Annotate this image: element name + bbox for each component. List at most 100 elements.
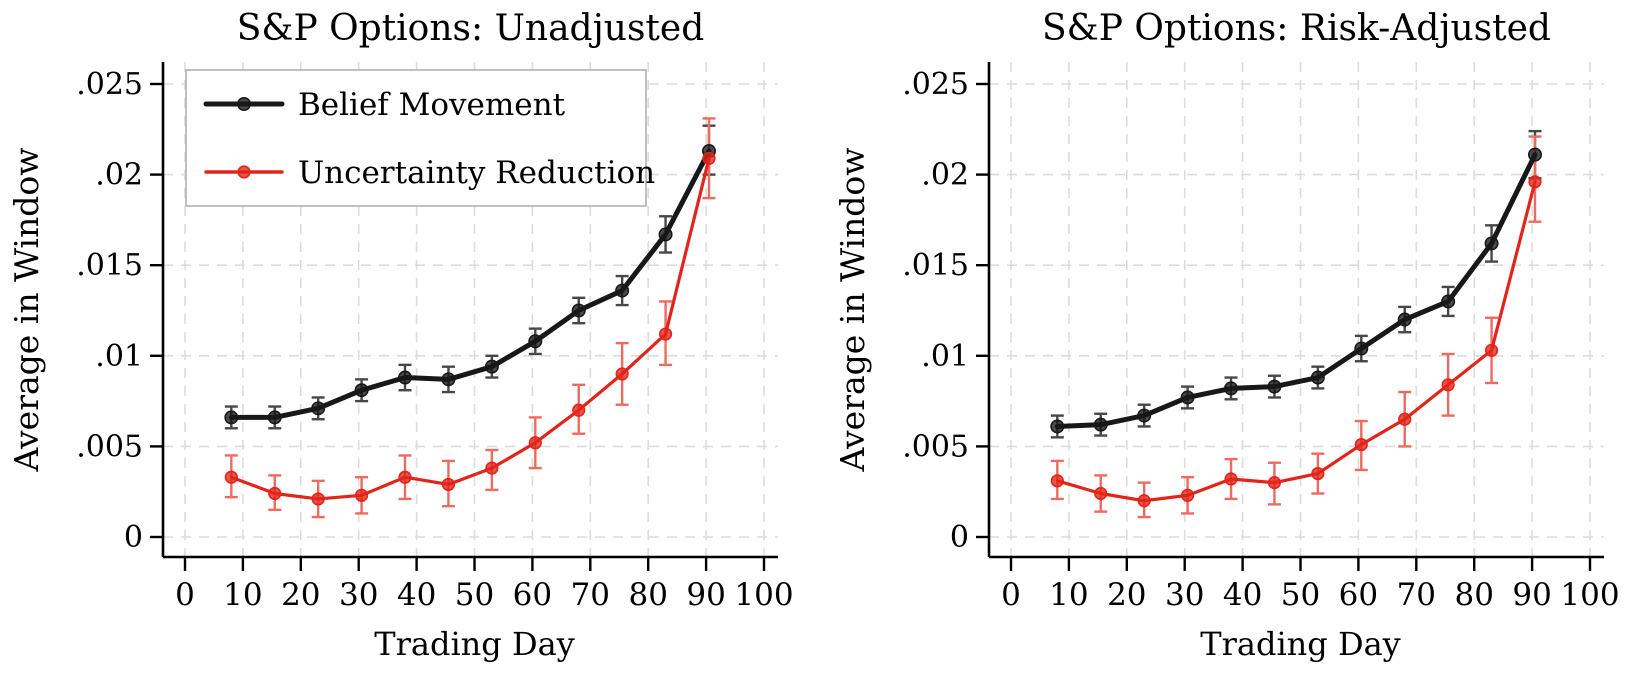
data-point-belief-movement — [1397, 312, 1412, 327]
series-line-belief-movement — [228, 148, 712, 420]
chart-title: S&P Options: Unadjusted — [237, 8, 705, 49]
legend-label-belief-movement: Belief Movement — [298, 87, 566, 123]
data-point-uncertainty-reduction — [1224, 472, 1238, 486]
x-tick-label: 90 — [1512, 577, 1551, 613]
x-tick-label: 0 — [1001, 577, 1021, 613]
data-point-uncertainty-reduction — [485, 461, 499, 475]
data-point-uncertainty-reduction — [398, 470, 412, 484]
legend-marker-uncertainty-reduction — [237, 165, 251, 179]
data-point-uncertainty-reduction — [658, 327, 673, 341]
legend-marker-belief-movement — [237, 97, 252, 112]
tick-labels: 0 10 20 30 40 50 60 70 80 90 100 0 .005 .01 .015 .02 .02… — [902, 67, 1619, 613]
data-point-belief-movement — [1310, 370, 1325, 385]
x-tick-label: 20 — [1107, 577, 1146, 613]
x-tick-label: 100 — [734, 577, 793, 613]
data-point-belief-movement — [1484, 236, 1499, 251]
x-tick-label: 20 — [281, 577, 320, 613]
data-point-uncertainty-reduction — [1050, 474, 1064, 488]
data-point-uncertainty-reduction — [1267, 476, 1282, 490]
data-point-belief-movement — [224, 410, 239, 425]
series-line-uncertainty-reduction — [1055, 180, 1537, 503]
legend-entry-belief-movement: Belief Movement — [203, 87, 566, 123]
x-tick-label: 40 — [1223, 577, 1262, 613]
chart-panel-risk-adjusted: 0 10 20 30 40 50 60 70 80 90 100 0 .005 .01 .015 .02 .02… — [826, 0, 1652, 689]
data-point-belief-movement — [1354, 341, 1369, 356]
data-point-belief-movement — [1137, 408, 1152, 423]
data-point-belief-movement — [1050, 419, 1065, 434]
data-point-belief-movement — [1224, 381, 1239, 396]
series-markers-belief-movement — [224, 144, 716, 425]
chart-canvas-risk-adjusted: 0 10 20 30 40 50 60 70 80 90 100 0 .005 .01 .015 .02 .02… — [833, 8, 1620, 663]
data-point-belief-movement — [398, 370, 413, 385]
data-point-uncertainty-reduction — [1137, 494, 1151, 508]
data-point-belief-movement — [1527, 147, 1542, 162]
data-point-belief-movement — [1180, 390, 1195, 405]
y-tick-label: .025 — [76, 67, 143, 102]
y-tick-label: .01 — [95, 339, 143, 374]
y-tick-label: .02 — [921, 158, 969, 193]
y-axis-label: Average in Window — [833, 148, 872, 473]
data-point-uncertainty-reduction — [1354, 437, 1368, 452]
y-tick-label: 0 — [124, 520, 143, 555]
series-markers-uncertainty-reduction — [1050, 175, 1542, 508]
x-tick-label: 0 — [175, 577, 195, 613]
y-axis-label: Average in Window — [7, 148, 46, 473]
y-tick-label: .005 — [902, 429, 969, 464]
gridlines — [989, 62, 1604, 557]
data-point-uncertainty-reduction — [572, 403, 586, 417]
x-tick-label: 40 — [397, 577, 436, 613]
data-point-uncertainty-reduction — [1180, 488, 1195, 502]
error-bars-uncertainty-reduction — [1050, 135, 1542, 519]
data-point-uncertainty-reduction — [441, 477, 456, 492]
x-tick-label: 90 — [686, 577, 725, 613]
x-tick-label: 10 — [223, 577, 262, 613]
x-tick-label: 30 — [1165, 577, 1204, 613]
data-point-belief-movement — [441, 372, 456, 387]
y-tick-label: .005 — [76, 429, 143, 464]
chart-canvas-unadjusted: 0 10 20 30 40 50 60 70 80 90 100 0 .005 .01 .015 .02 .02… — [7, 8, 794, 663]
data-point-uncertainty-reduction — [615, 367, 629, 381]
data-point-uncertainty-reduction — [1441, 378, 1455, 392]
series-line-belief-movement — [1054, 152, 1538, 429]
data-point-belief-movement — [1267, 379, 1282, 394]
x-tick-label: 30 — [339, 577, 378, 613]
x-tick-label: 50 — [1281, 577, 1320, 613]
axes — [976, 62, 1604, 571]
data-point-belief-movement — [354, 383, 369, 398]
series-line-uncertainty-reduction — [229, 156, 711, 501]
y-tick-label: .015 — [902, 248, 969, 283]
chart-title: S&P Options: Risk-Adjusted — [1042, 8, 1551, 49]
x-tick-label: 80 — [1454, 577, 1493, 613]
data-point-uncertainty-reduction — [224, 470, 238, 484]
x-tick-label: 10 — [1049, 577, 1088, 613]
data-point-uncertainty-reduction — [1094, 486, 1108, 501]
legend-label-uncertainty-reduction: Uncertainty Reduction — [298, 155, 655, 191]
error-bars-belief-movement — [1050, 129, 1542, 439]
data-point-belief-movement — [1441, 294, 1456, 309]
data-point-uncertainty-reduction — [268, 486, 282, 501]
data-point-belief-movement — [267, 410, 282, 425]
data-point-uncertainty-reduction — [1398, 412, 1412, 426]
legend: Belief Movement Uncertainty Reduction — [185, 69, 655, 207]
y-tick-label: .02 — [95, 158, 143, 193]
x-tick-label: 70 — [1397, 577, 1436, 613]
series-markers-uncertainty-reduction — [224, 151, 716, 506]
data-point-uncertainty-reduction — [702, 151, 716, 165]
data-point-belief-movement — [484, 359, 499, 374]
tick-labels: 0 10 20 30 40 50 60 70 80 90 100 0 .005 .01 .015 .02 .02… — [76, 67, 793, 613]
data-point-belief-movement — [615, 283, 630, 298]
y-tick-label: .025 — [902, 67, 969, 102]
data-point-uncertainty-reduction — [1528, 175, 1542, 189]
x-axis-label: Trading Day — [1200, 625, 1401, 663]
data-point-belief-movement — [311, 401, 326, 416]
legend-box — [185, 69, 647, 207]
series-markers-belief-movement — [1050, 147, 1542, 434]
data-point-belief-movement — [658, 227, 673, 242]
y-tick-label: 0 — [950, 520, 969, 555]
x-tick-label: 60 — [1339, 577, 1378, 613]
legend-entry-uncertainty-reduction: Uncertainty Reduction — [204, 155, 655, 191]
data-point-uncertainty-reduction — [354, 488, 369, 502]
chart-panel-unadjusted: 0 10 20 30 40 50 60 70 80 90 100 0 .005 .01 .015 .02 .02… — [7, 8, 794, 663]
x-tick-label: 60 — [513, 577, 552, 613]
